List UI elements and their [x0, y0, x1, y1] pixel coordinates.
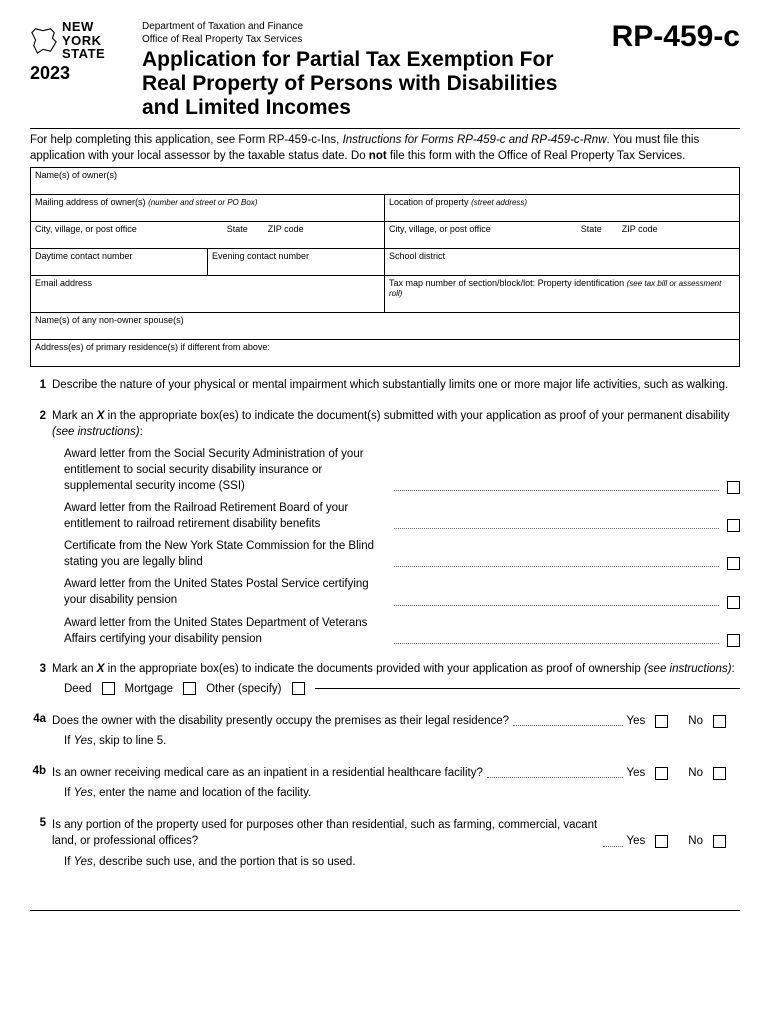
checkbox-5-yes[interactable]: [655, 835, 668, 848]
checkbox-4b-no[interactable]: [713, 767, 726, 780]
field-email[interactable]: Email address: [31, 276, 385, 312]
field-primary-residence[interactable]: Address(es) of primary residence(s) if d…: [31, 340, 739, 366]
checkbox-deed[interactable]: [102, 682, 115, 695]
question-2: 2 Mark an X in the appropriate box(es) t…: [30, 408, 740, 647]
question-4b: 4b Is an owner receiving medical care as…: [30, 763, 740, 801]
field-daytime-contact[interactable]: Daytime contact number: [31, 249, 208, 275]
dept-line-1: Department of Taxation and Finance: [142, 20, 600, 33]
question-4a: 4a Does the owner with the disability pr…: [30, 711, 740, 749]
q2-opt-ssa: Award letter from the Social Security Ad…: [52, 446, 740, 494]
dept-line-2: Office of Real Property Tax Services: [142, 33, 600, 46]
checkbox-5-no[interactable]: [713, 835, 726, 848]
q2-opt-railroad: Award letter from the Railroad Retiremen…: [52, 500, 740, 532]
nys-logo-block: NEWYORKSTATE 2023: [30, 20, 130, 84]
field-tax-map[interactable]: Tax map number of section/block/lot: Pro…: [385, 276, 739, 312]
checkbox-mortgage[interactable]: [183, 682, 196, 695]
question-3: 3 Mark an X in the appropriate box(es) t…: [30, 661, 740, 697]
form-number: RP-459-c: [612, 20, 740, 54]
field-mailing-city-state-zip[interactable]: City, village, or post officeStateZIP co…: [31, 222, 385, 248]
form-year: 2023: [30, 63, 130, 84]
intro-text: For help completing this application, se…: [30, 128, 740, 164]
nys-outline-icon: [30, 25, 58, 55]
checkbox-railroad[interactable]: [727, 519, 740, 532]
field-school-district[interactable]: School district: [385, 249, 739, 275]
checkbox-ssa[interactable]: [727, 481, 740, 494]
q2-opt-va: Award letter from the United States Depa…: [52, 615, 740, 647]
question-1: 1 Describe the nature of your physical o…: [30, 377, 740, 393]
checkbox-blind[interactable]: [727, 557, 740, 570]
field-mailing-address[interactable]: Mailing address of owner(s) (number and …: [31, 195, 385, 221]
q3-deed: Deed: [64, 681, 115, 697]
field-nonowner-spouse[interactable]: Name(s) of any non-owner spouse(s): [31, 313, 739, 339]
bottom-rule: [30, 910, 740, 911]
checkbox-va[interactable]: [727, 634, 740, 647]
q3-other: Other (specify): [206, 681, 304, 697]
other-specify-line[interactable]: [315, 688, 740, 689]
field-property-location[interactable]: Location of property (street address): [385, 195, 739, 221]
checkbox-4b-yes[interactable]: [655, 767, 668, 780]
q2-opt-blind: Certificate from the New York State Comm…: [52, 538, 740, 570]
field-property-city-state-zip[interactable]: City, village, or post officeStateZIP co…: [385, 222, 739, 248]
info-grid: Name(s) of owner(s) Mailing address of o…: [30, 167, 740, 367]
checkbox-4a-no[interactable]: [713, 715, 726, 728]
checkbox-4a-yes[interactable]: [655, 715, 668, 728]
form-header: NEWYORKSTATE 2023 Department of Taxation…: [30, 20, 740, 120]
field-owner-names[interactable]: Name(s) of owner(s): [31, 168, 739, 194]
q3-mortgage: Mortgage: [125, 681, 197, 697]
nys-text: NEWYORKSTATE: [62, 20, 105, 61]
checkbox-usps[interactable]: [727, 596, 740, 609]
q2-opt-usps: Award letter from the United States Post…: [52, 576, 740, 608]
checkbox-other[interactable]: [292, 682, 305, 695]
form-title: Application for Partial Tax Exemption Fo…: [142, 48, 600, 120]
field-evening-contact[interactable]: Evening contact number: [208, 249, 385, 275]
question-5: 5 Is any portion of the property used fo…: [30, 815, 740, 869]
